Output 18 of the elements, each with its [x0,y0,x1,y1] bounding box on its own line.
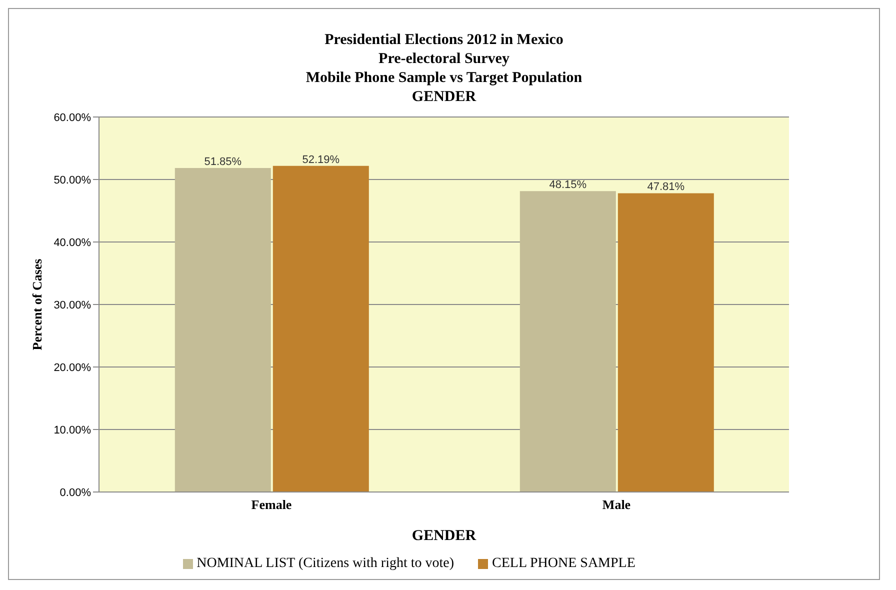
legend-label: CELL PHONE SAMPLE [492,556,636,572]
x-tick-label: Female [251,497,292,512]
data-label: 47.81% [647,181,685,194]
legend-label: NOMINAL LIST (Citizens with right to vote) [196,556,454,572]
chart-title: Presidential Elections 2012 in Mexico Pre-electoral Survey Mobile Phone Sample vs Target Population GENDER [304,31,584,107]
y-tick-label: 10.00% [54,424,92,436]
y-tick-label: 0.00% [60,486,92,499]
x-axis-title: GENDER [412,528,476,544]
y-tick-label: 60.00% [54,112,92,124]
x-tick-label: Male [602,497,631,512]
y-tick-label: 30.00% [54,299,92,312]
data-label: 52.19% [302,154,340,166]
data-label: 48.15% [549,179,587,192]
data-label: 51.85% [204,156,242,168]
y-tick-label: 50.00% [54,174,92,186]
y-tick-label: 40.00% [54,236,92,249]
y-tick-label: 20.00% [54,362,92,374]
y-axis-title: Percent of Cases [30,258,45,350]
